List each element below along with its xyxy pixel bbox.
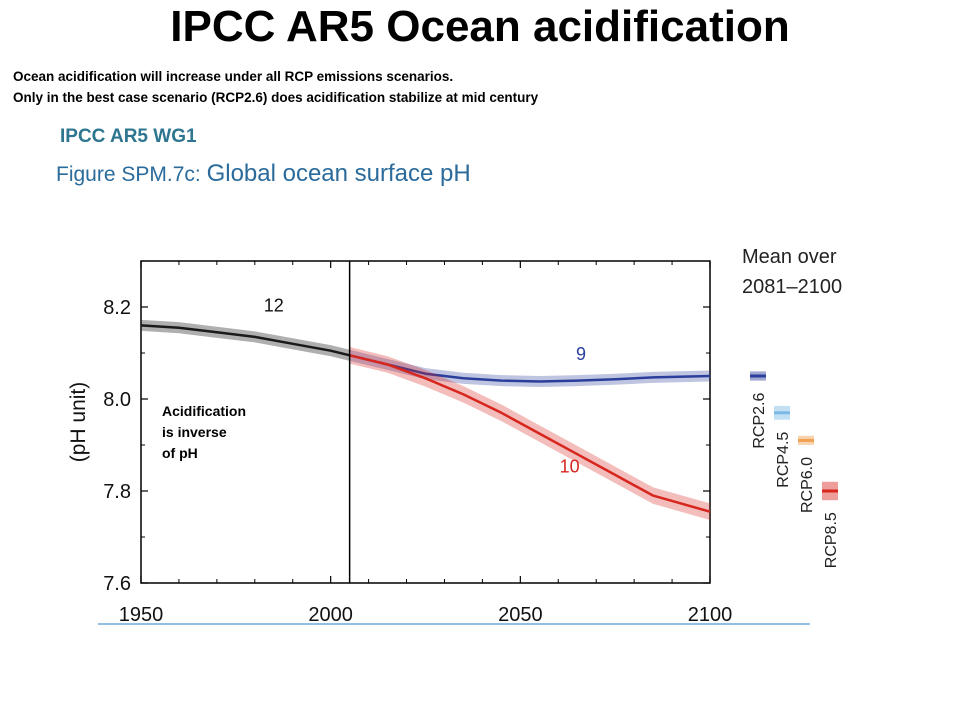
legend-title-line-2: 2081–2100	[742, 276, 842, 298]
line-rcp85	[349, 354, 711, 513]
figure-caption-prefix: Figure SPM.7c:	[56, 163, 207, 186]
subtitle-line-1: Ocean acidification will increase under …	[13, 69, 454, 84]
annotation-line-3: of pH	[162, 445, 198, 461]
y-tick-label-7.6: 7.6	[103, 573, 131, 595]
acidification-annotation: Acidification is inverse of pH	[162, 401, 246, 464]
legend-label-rcp85: RCP8.5	[823, 512, 840, 568]
y-tick-label-8: 8.0	[103, 389, 131, 411]
x-tick-label-2050: 2050	[498, 604, 543, 626]
x-tick-label-2000: 2000	[308, 604, 353, 626]
slide-title: IPCC AR5 Ocean acidification	[170, 2, 790, 51]
subtitle-line-2: Only in the best case scenario (RCP2.6) …	[13, 90, 539, 105]
band-historical	[141, 319, 350, 361]
y-tick-label-8.2: 8.2	[103, 297, 131, 319]
source-label: IPCC AR5 WG1	[60, 126, 197, 147]
figure-caption-title: Global ocean surface pH	[206, 160, 471, 187]
legend-title-line-1: Mean over	[742, 246, 837, 268]
slide-subtitle: Ocean acidification will increase under …	[13, 66, 538, 108]
annotation-line-2: is inverse	[162, 424, 227, 440]
plot-frame	[140, 260, 711, 584]
legend-label-rcp45: RCP4.5	[775, 432, 792, 488]
count-label-rcp26: 9	[576, 344, 586, 364]
line-rcp26	[349, 354, 711, 383]
figure-caption: Figure SPM.7c: Global ocean surface pH	[56, 160, 471, 188]
y-axis-label: (pH unit)	[67, 382, 90, 463]
count-label-historical: 12	[264, 296, 284, 316]
annotation-line-1: Acidification	[162, 403, 247, 419]
legend-label-rcp60: RCP6.0	[799, 457, 816, 513]
count-label-rcp85: 10	[560, 457, 580, 477]
legend-label-rcp26: RCP2.6	[751, 393, 768, 449]
x-tick-label-1950: 1950	[119, 604, 164, 626]
band-rcp26	[349, 349, 710, 388]
y-tick-label-7.8: 7.8	[103, 481, 131, 503]
x-tick-label-2100: 2100	[688, 604, 733, 626]
